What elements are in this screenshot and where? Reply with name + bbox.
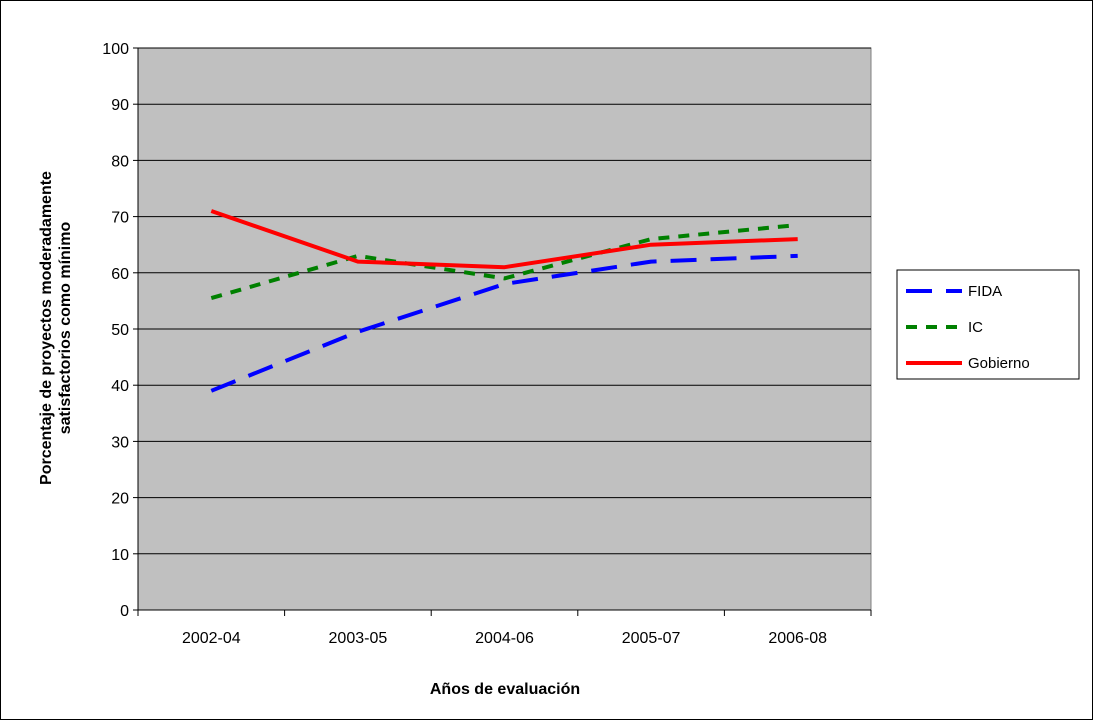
legend-label-fida: FIDA xyxy=(968,283,1002,300)
y-axis-title-line-1: Porcentaje de proyectos moderadamente xyxy=(38,171,55,485)
series-lines xyxy=(210,209,798,393)
legend-box xyxy=(896,269,1080,380)
y-tick-label: 30 xyxy=(111,434,129,451)
series-line-ic xyxy=(210,223,798,301)
y-tick-label: 70 xyxy=(111,210,129,227)
y-axis-title-line-2: satisfactorios como mínimo xyxy=(57,222,74,435)
y-tick-label: 10 xyxy=(111,547,129,564)
y-tick-label: 100 xyxy=(102,41,129,58)
y-tick-label: 20 xyxy=(111,491,129,508)
y-axis-ticks: 0 10 20 30 40 50 60 70 80 90 100 xyxy=(102,41,871,620)
x-axis-ticks: 2002-04 2003-05 2004-06 2005-07 2006-08 xyxy=(137,610,872,647)
x-tick-label: 2005-07 xyxy=(622,630,681,647)
series-line-gobierno xyxy=(210,209,798,270)
legend: FIDA IC Gobierno xyxy=(896,269,1080,380)
y-tick-label: 0 xyxy=(120,603,129,620)
y-tick-label: 40 xyxy=(111,378,129,395)
y-tick-label: 80 xyxy=(111,153,129,170)
y-tick-label: 60 xyxy=(111,266,129,283)
x-tick-label: 2004-06 xyxy=(475,630,534,647)
x-axis-title: Años de evaluación xyxy=(430,681,580,698)
y-tick-label: 50 xyxy=(111,322,129,339)
x-tick-label: 2006-08 xyxy=(768,630,827,647)
x-tick-label: 2003-05 xyxy=(329,630,388,647)
gridlines xyxy=(138,47,871,555)
legend-label-ic: IC xyxy=(968,319,983,336)
legend-label-gobierno: Gobierno xyxy=(968,355,1030,372)
y-tick-label: 90 xyxy=(111,97,129,114)
x-tick-label: 2002-04 xyxy=(182,630,241,647)
series-line-fida xyxy=(210,253,798,393)
